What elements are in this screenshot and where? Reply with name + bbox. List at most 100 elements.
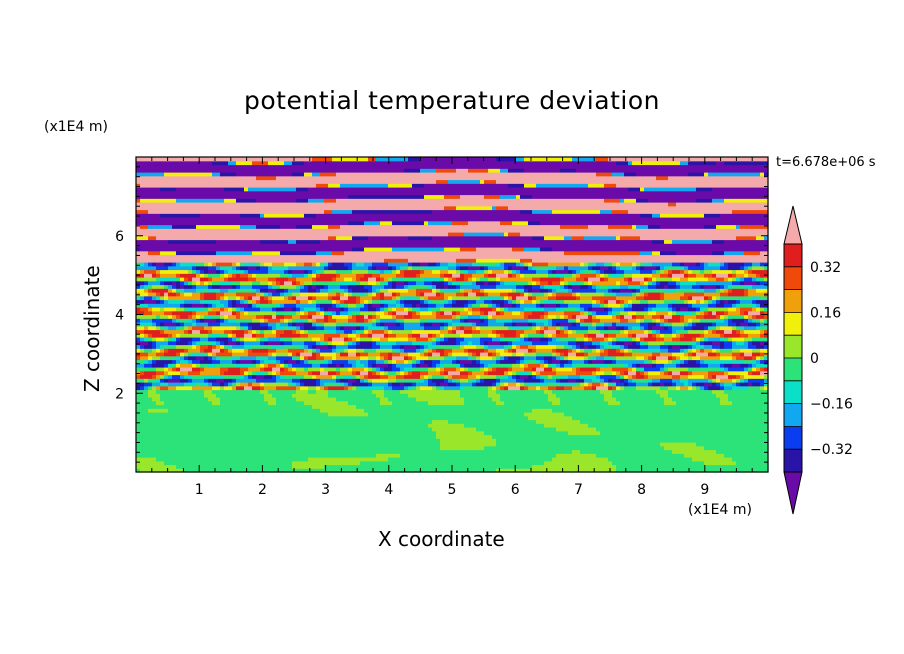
contour-cell bbox=[164, 243, 169, 248]
contour-cell bbox=[192, 292, 197, 297]
contour-cell bbox=[276, 239, 281, 244]
contour-cell bbox=[296, 397, 301, 402]
contour-cell bbox=[348, 348, 353, 353]
contour-cell bbox=[240, 172, 245, 177]
contour-cell bbox=[316, 430, 321, 436]
contour-cell bbox=[224, 310, 229, 316]
contour-cell bbox=[308, 262, 313, 267]
contour-cell bbox=[200, 284, 205, 289]
contour-cell bbox=[252, 344, 257, 349]
contour-cell bbox=[176, 239, 181, 244]
contour-cell bbox=[232, 382, 237, 387]
contour-cell bbox=[288, 299, 293, 304]
contour-cell bbox=[340, 314, 345, 319]
contour-cell bbox=[204, 172, 209, 177]
contour-cell bbox=[176, 430, 181, 436]
contour-cell bbox=[232, 194, 237, 199]
contour-cell bbox=[236, 408, 241, 413]
contour-cell bbox=[244, 168, 249, 173]
contour-cell bbox=[144, 202, 149, 207]
contour-cell bbox=[192, 397, 197, 402]
contour-cell bbox=[252, 273, 257, 278]
contour-cell bbox=[308, 460, 313, 466]
contour-cell bbox=[144, 329, 149, 334]
contour-cell bbox=[180, 355, 185, 361]
contour-cell bbox=[236, 160, 241, 166]
contour-cell bbox=[220, 325, 225, 331]
contour-cell bbox=[224, 430, 229, 436]
contour-cell bbox=[236, 404, 241, 409]
contour-cell bbox=[252, 415, 257, 421]
contour-cell bbox=[164, 382, 169, 387]
contour-cell bbox=[196, 445, 201, 451]
contour-cell bbox=[168, 453, 173, 458]
contour-cell bbox=[244, 423, 249, 428]
contour-cell bbox=[348, 427, 353, 432]
contour-cell bbox=[240, 228, 245, 233]
contour-cell bbox=[240, 468, 245, 473]
contour-cell bbox=[172, 464, 177, 469]
contour-cell bbox=[244, 310, 249, 316]
contour-cell bbox=[164, 367, 169, 372]
contour-cell bbox=[136, 325, 141, 331]
contour-cell bbox=[256, 299, 261, 304]
contour-cell bbox=[204, 273, 209, 278]
contour-cell bbox=[200, 464, 205, 469]
contour-cell bbox=[148, 408, 153, 413]
contour-cell bbox=[232, 344, 237, 349]
contour-cell bbox=[236, 370, 241, 376]
contour-cell bbox=[208, 385, 213, 391]
contour-cell bbox=[176, 423, 181, 428]
contour-cell bbox=[288, 408, 293, 413]
contour-cell bbox=[292, 164, 297, 169]
contour-cell bbox=[244, 217, 249, 222]
contour-cell bbox=[188, 374, 193, 379]
contour-cell bbox=[148, 235, 153, 241]
contour-cell bbox=[368, 280, 373, 286]
contour-cell bbox=[320, 273, 325, 278]
contour-cell bbox=[336, 280, 341, 286]
contour-cell bbox=[288, 187, 293, 192]
contour-cell bbox=[340, 262, 345, 267]
contour-cell bbox=[288, 430, 293, 436]
contour-cell bbox=[320, 382, 325, 387]
contour-cell bbox=[156, 220, 161, 226]
contour-cell bbox=[176, 445, 181, 451]
contour-cell bbox=[140, 385, 145, 391]
contour-cell bbox=[244, 400, 249, 406]
contour-cell bbox=[368, 445, 373, 451]
contour-cell bbox=[368, 460, 373, 466]
contour-cell bbox=[324, 400, 329, 406]
contour-cell bbox=[304, 449, 309, 454]
contour-cell bbox=[228, 168, 233, 173]
contour-cell bbox=[316, 224, 321, 229]
contour-cell bbox=[168, 397, 173, 402]
contour-cell bbox=[196, 292, 201, 297]
contour-cell bbox=[176, 190, 181, 196]
contour-cell bbox=[204, 262, 209, 267]
contour-cell bbox=[280, 427, 285, 432]
contour-cell bbox=[220, 445, 225, 451]
contour-cell bbox=[352, 217, 357, 222]
contour-cell bbox=[264, 164, 269, 169]
contour-cell bbox=[152, 325, 157, 331]
contour-cell bbox=[292, 314, 297, 319]
contour-cell bbox=[148, 363, 153, 368]
contour-cell bbox=[148, 430, 153, 436]
contour-cell bbox=[240, 419, 245, 424]
contour-cell bbox=[208, 438, 213, 443]
contour-cell bbox=[356, 449, 361, 454]
contour-cell bbox=[324, 378, 329, 383]
contour-cell bbox=[268, 442, 273, 447]
contour-cell bbox=[204, 412, 209, 417]
contour-cell bbox=[156, 370, 161, 376]
contour-cell bbox=[164, 340, 169, 346]
contour-cell bbox=[348, 340, 353, 346]
contour-cell bbox=[208, 408, 213, 413]
contour-cell bbox=[224, 292, 229, 297]
contour-cell bbox=[172, 307, 177, 312]
contour-cell bbox=[208, 404, 213, 409]
contour-cell bbox=[208, 352, 213, 357]
contour-cell bbox=[236, 419, 241, 424]
contour-cell bbox=[160, 393, 165, 398]
